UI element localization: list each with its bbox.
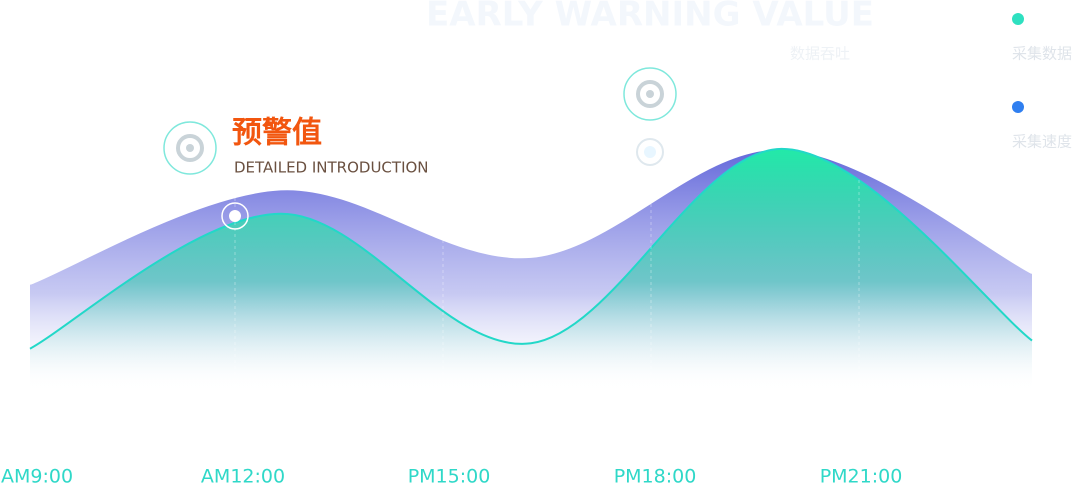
- area-line: [29, 147, 1033, 350]
- icon: [163, 67, 677, 230]
- legend-label: 采集数据: [1012, 45, 1072, 63]
- legend-marker: [1012, 101, 1024, 113]
- plot: [29, 147, 1033, 390]
- chart-subtitle: 数据吞吐: [790, 45, 850, 63]
- legend-label: 采集速度: [1012, 133, 1072, 151]
- x-tick-label: AM12:00: [201, 466, 285, 486]
- chart-title: EARLY WARNING VALUE: [426, 0, 874, 35]
- legend-marker: [1012, 13, 1024, 25]
- x-tick-label: PM15:00: [408, 466, 491, 486]
- annotation-text: DETAILED INTRODUCTION: [234, 159, 429, 177]
- annotation-title: 预警值: [232, 116, 322, 151]
- x-tick-label: PM18:00: [614, 466, 697, 486]
- x-tick-label: PM21:00: [820, 466, 903, 486]
- area-line: [29, 147, 1033, 285]
- x-tick-label: AM9:00: [1, 466, 73, 486]
- area-fill: [30, 148, 1032, 390]
